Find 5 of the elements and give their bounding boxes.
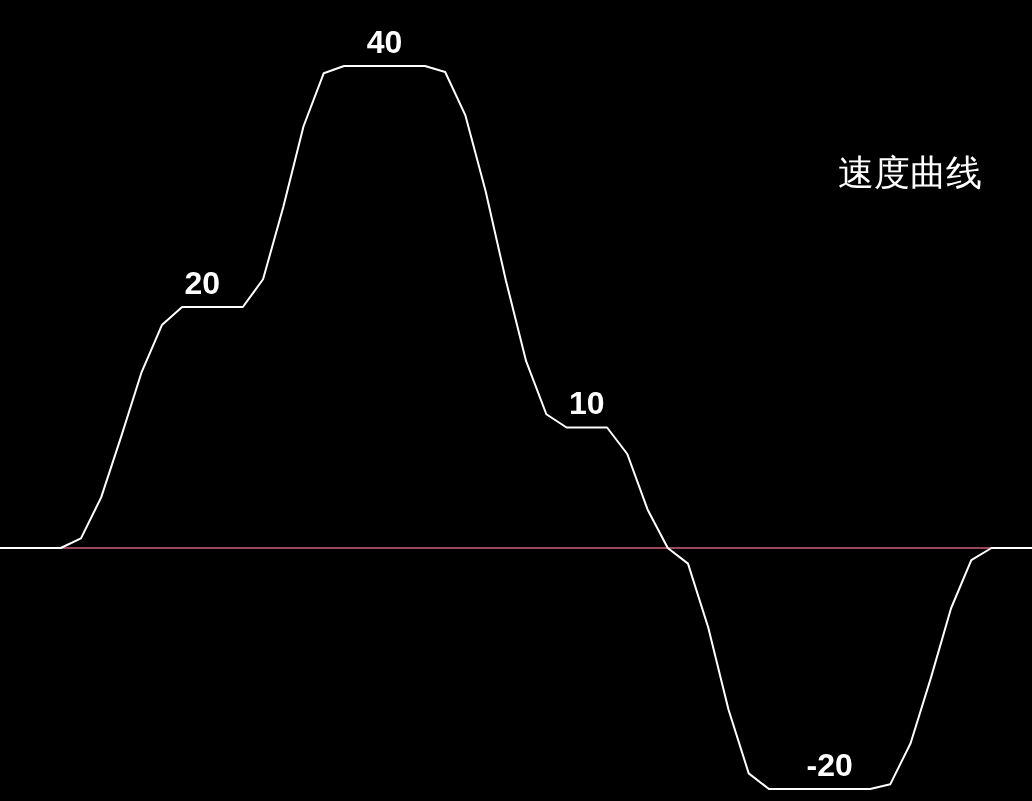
data-label: 20 xyxy=(184,264,221,301)
text: 速度曲线 xyxy=(838,152,982,194)
data-label: 10 xyxy=(569,385,605,422)
data-label: -20 xyxy=(806,746,853,783)
data-label: 40 xyxy=(366,23,403,60)
